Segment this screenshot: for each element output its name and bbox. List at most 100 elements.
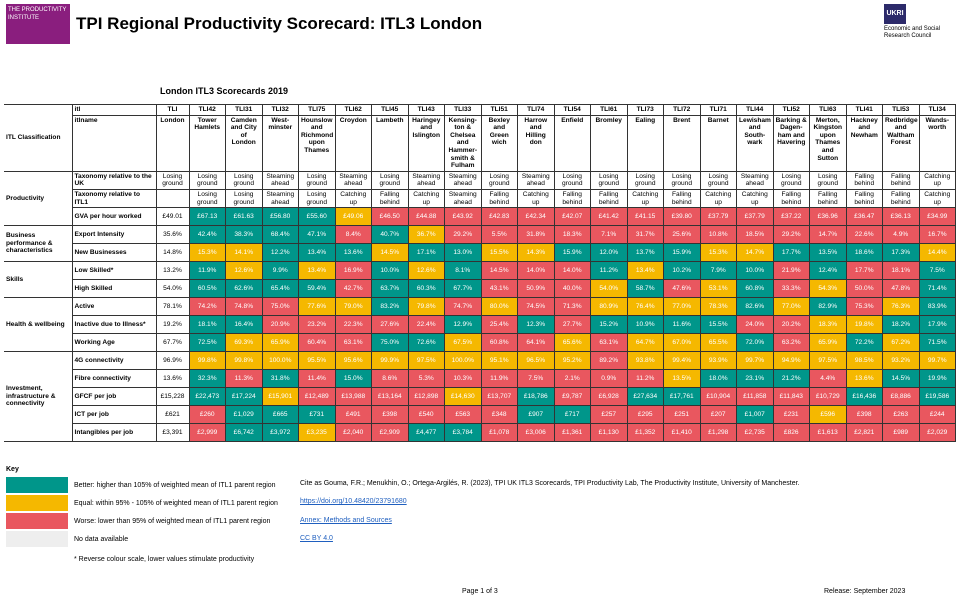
value-cell: 65.9% <box>261 333 299 353</box>
value-cell: 17.7% <box>845 261 883 281</box>
value-cell: 22.6% <box>845 225 883 245</box>
value-cell: £563 <box>444 405 482 425</box>
value-cell: £398 <box>845 405 883 425</box>
value-cell: 76.4% <box>626 297 664 317</box>
value-cell: 82.6% <box>736 297 774 317</box>
value-cell: 12.9% <box>444 315 482 335</box>
key-item: Worse: lower than 95% of weighted mean o… <box>6 512 296 530</box>
value-cell: £826 <box>772 423 810 443</box>
taxonomy-cell: Losing ground <box>225 170 263 190</box>
value-cell: 63.1% <box>334 333 372 353</box>
value-cell: 74.5% <box>517 297 555 317</box>
value-cell: 0.9% <box>590 369 628 389</box>
value-cell: £2,735 <box>736 423 774 443</box>
value-cell: 77.0% <box>663 297 701 317</box>
value-cell: £398 <box>371 405 409 425</box>
value-cell: 11.2% <box>590 261 628 281</box>
value-cell: 10.2% <box>663 261 701 281</box>
value-cell: £17,224 <box>225 387 263 407</box>
value-cell: 99.7% <box>918 351 956 371</box>
taxonomy-cell: Losing ground <box>480 170 518 190</box>
annex-link[interactable]: Annex: Methods and Sources <box>300 517 392 524</box>
value-cell: £2,999 <box>188 423 226 443</box>
value-cell: £37.79 <box>699 207 737 227</box>
value-cell: 7.5% <box>517 369 555 389</box>
itl-code: TLI34 <box>918 104 956 116</box>
value-cell: £12,898 <box>407 387 445 407</box>
value-cell: 10.9% <box>626 315 664 335</box>
taxonomy-cell: Falling behind <box>882 188 920 209</box>
subtitle: London ITL3 Scorecards 2019 <box>160 86 289 96</box>
value-cell: 72.2% <box>845 333 883 353</box>
key-label: Equal: within 95% - 105% of weighted mea… <box>74 499 278 507</box>
taxonomy-cell: Steaming ahead <box>517 170 555 190</box>
note: * Reverse colour scale, lower values sti… <box>74 556 255 563</box>
key-swatch <box>6 513 68 529</box>
value-cell: £15,901 <box>261 387 299 407</box>
value-cell: 10.0% <box>371 261 409 281</box>
value-cell: 100.0% <box>261 351 299 371</box>
value-cell: 11.9% <box>480 369 518 389</box>
value-cell: 40.0% <box>553 279 591 299</box>
itl-name: Lambeth <box>371 114 409 172</box>
page-number: Page 1 of 3 <box>462 588 498 595</box>
itl-name: Redbridge and Waltham Forest <box>882 114 920 172</box>
value-cell: 15.9% <box>663 243 701 263</box>
value-cell: 100.0% <box>444 351 482 371</box>
value-cell: £1,410 <box>663 423 701 443</box>
value-cell: 15.3% <box>699 243 737 263</box>
value-cell: £1,352 <box>626 423 664 443</box>
value-cell: £621 <box>155 405 190 425</box>
value-cell: 8.1% <box>444 261 482 281</box>
value-cell: 67.0% <box>663 333 701 353</box>
value-cell: 13.5% <box>663 369 701 389</box>
value-cell: £731 <box>298 405 336 425</box>
value-cell: 13.4% <box>298 261 336 281</box>
table-row: Health & wellbeing Active 78.1% 74.2% 74.8% 7… <box>4 297 956 353</box>
metric-label: Export Intensity <box>71 225 157 245</box>
key-label: Worse: lower than 95% of weighted mean o… <box>74 517 271 525</box>
table-row: Investment, infrastructure & connectivit… <box>4 351 956 443</box>
taxonomy-cell: Losing ground <box>809 170 847 190</box>
taxonomy-cell: Catching up <box>407 188 445 209</box>
value-cell: 19.8% <box>845 315 883 335</box>
title: TPI Regional Productivity Scorecard: ITL… <box>76 14 483 33</box>
citation: Cite as Gouma, F.R.; Menukhin, O.; Orteg… <box>300 480 800 487</box>
licence-link[interactable]: CC BY 4.0 <box>300 535 333 542</box>
value-cell: 99.4% <box>663 351 701 371</box>
value-cell: £10,729 <box>809 387 847 407</box>
value-cell: 7.1% <box>590 225 628 245</box>
metric-label: High Skilled <box>71 279 157 299</box>
value-cell: £49.06 <box>334 207 372 227</box>
value-cell: 12.6% <box>407 261 445 281</box>
value-cell: £257 <box>590 405 628 425</box>
itl-name: Harrow and Hilling don <box>517 114 555 172</box>
value-cell: 24.0% <box>736 315 774 335</box>
value-cell: £41.15 <box>626 207 664 227</box>
value-cell: 29.2% <box>444 225 482 245</box>
value-cell: £1,361 <box>553 423 591 443</box>
value-cell: £260 <box>188 405 226 425</box>
value-cell: 54.0% <box>155 279 190 299</box>
metric-label: Low Skilled* <box>71 261 157 281</box>
value-cell: 13.0% <box>444 243 482 263</box>
value-cell: 23.1% <box>736 369 774 389</box>
value-cell: 47.1% <box>298 225 336 245</box>
value-cell: £34.99 <box>918 207 956 227</box>
value-cell: 18.3% <box>553 225 591 245</box>
taxonomy-cell: Losing ground <box>663 170 701 190</box>
value-cell: 74.8% <box>225 297 263 317</box>
value-cell: 65.4% <box>261 279 299 299</box>
taxonomy-cell: Losing ground <box>298 170 336 190</box>
value-cell: £44.88 <box>407 207 445 227</box>
value-cell: £11,858 <box>736 387 774 407</box>
itl-code: TLI32 <box>261 104 299 116</box>
itl-name: Brent <box>663 114 701 172</box>
taxonomy-cell: Steaming ahead <box>334 170 372 190</box>
doi-link[interactable]: https://doi.org/10.48420/23791680 <box>300 498 407 505</box>
value-cell: 14.0% <box>553 261 591 281</box>
value-cell: £665 <box>261 405 299 425</box>
row-label: Taxonomy relative to ITL1 <box>71 188 157 209</box>
funder-logo: UKRI <box>884 4 906 24</box>
value-cell: 72.6% <box>407 333 445 353</box>
